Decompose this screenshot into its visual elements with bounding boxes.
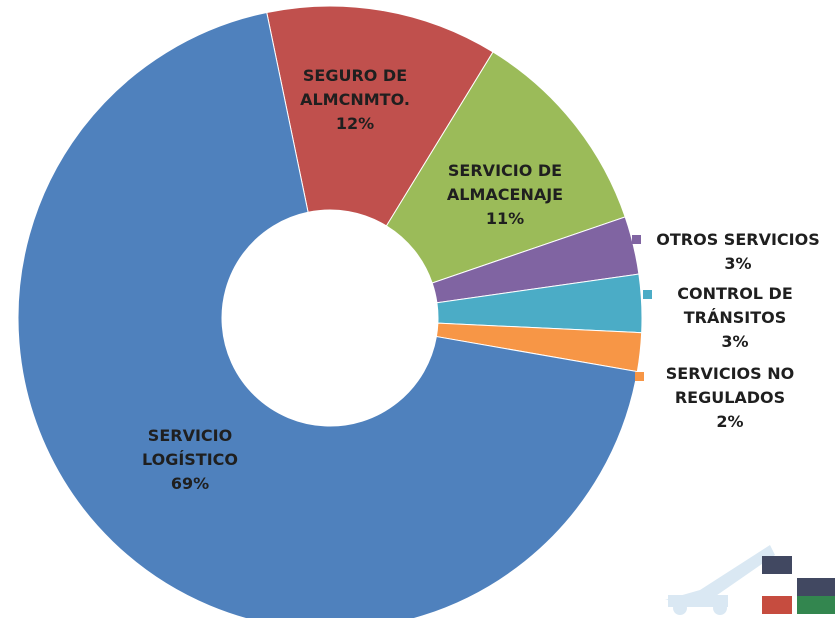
slice-label: OTROS SERVICIOS 3%: [638, 228, 835, 276]
label-marker: [635, 372, 644, 381]
slice-label: SERVICIO LOGÍSTICO 69%: [125, 424, 255, 496]
category-label: OTROS SERVICIOS: [656, 230, 820, 249]
label-marker: [632, 235, 641, 244]
value-label: 69%: [170, 474, 210, 493]
value-label: 12%: [335, 114, 375, 133]
category-label: SERVICIO LOGÍSTICO: [141, 426, 239, 469]
slice: [17, 11, 638, 618]
value-label: 3%: [724, 254, 752, 273]
label-marker: [643, 290, 652, 299]
slice: [385, 51, 626, 284]
value-label: 11%: [485, 209, 525, 228]
category-label: SERVICIO DE ALMACENAJE: [446, 161, 564, 204]
category-label: SEGURO DE ALMCNMTO.: [300, 66, 410, 109]
category-label: SERVICIOS NO REGULADOS: [665, 364, 795, 407]
slice-label: SERVICIO DE ALMACENAJE 11%: [430, 159, 580, 231]
value-label: 3%: [721, 332, 749, 351]
category-label: CONTROL DE TRÁNSITOS: [677, 284, 793, 327]
value-label: 2%: [716, 412, 744, 431]
slice-label: SEGURO DE ALMCNMTO. 12%: [290, 64, 420, 136]
slice: [266, 5, 494, 227]
slice-label: SERVICIOS NO REGULADOS 2%: [650, 362, 810, 434]
donut: [17, 5, 643, 618]
logo: [665, 545, 835, 615]
slice-label: CONTROL DE TRÁNSITOS 3%: [670, 282, 800, 354]
